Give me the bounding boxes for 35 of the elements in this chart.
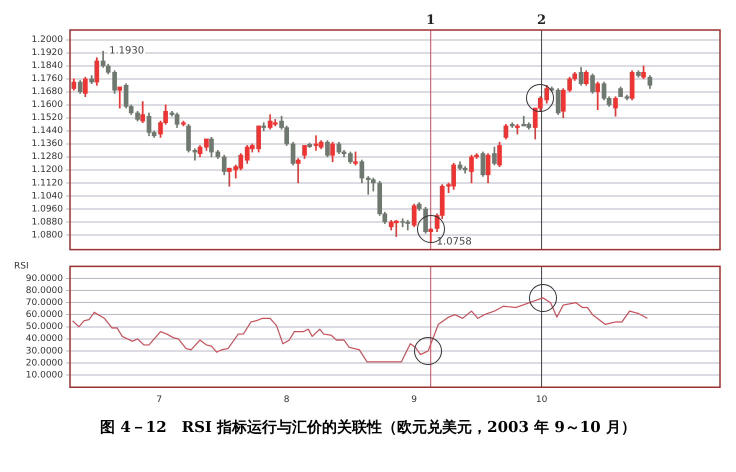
y-tick-label: 20.0000: [26, 358, 64, 368]
y-tick-label: 1.1360: [32, 139, 64, 150]
text: 2: [537, 13, 546, 28]
y-tick-label: 90.0000: [26, 274, 64, 284]
y-tick-label: 30.0000: [26, 346, 64, 356]
x-tick-label: 9: [411, 394, 418, 405]
x-tick-label: 7: [156, 394, 162, 405]
y-tick-label: 1.1440: [32, 126, 64, 136]
y-tick-label: 1.0960: [32, 204, 64, 214]
y-tick-label: 1.1600: [32, 100, 64, 110]
y-tick-label: 1.1200: [32, 165, 64, 176]
x-tick-label: 10: [536, 394, 548, 405]
y-tick-label: 1.1920: [32, 48, 64, 58]
y-tick-label: 10.0000: [26, 370, 64, 380]
y-tick-label: 1.1520: [32, 113, 64, 124]
y-tick-label: 50.0000: [26, 322, 64, 332]
y-tick-label: 70.0000: [26, 298, 64, 308]
y-tick-label: 1.1120: [32, 178, 64, 188]
y-tick-label: 1.1840: [32, 61, 64, 72]
text: 1: [426, 13, 436, 28]
text: 图 4－12 RSI 指标运行与汇价的关联性（欧元兑美元，2003 年 9～10 月）: [99, 418, 637, 437]
annotation: 1.1930: [109, 46, 144, 57]
y-tick-label: 1.1680: [32, 87, 64, 98]
x-tick-label: 8: [284, 394, 290, 405]
y-tick-label: 1.0800: [32, 230, 64, 240]
y-axis-title: RSI: [14, 261, 29, 272]
y-tick-label: 1.1040: [32, 191, 64, 202]
y-tick-label: 1.1760: [32, 74, 64, 84]
y-tick-label: 1.2000: [32, 35, 64, 46]
y-tick-label: 1.0880: [32, 217, 64, 228]
annotation: 1.0758: [436, 236, 472, 248]
y-tick-label: 40.0000: [26, 334, 64, 344]
y-tick-label: 1.1280: [32, 152, 64, 162]
y-tick-label: 60.0000: [26, 310, 64, 320]
y-tick-label: 80.0000: [26, 286, 64, 296]
